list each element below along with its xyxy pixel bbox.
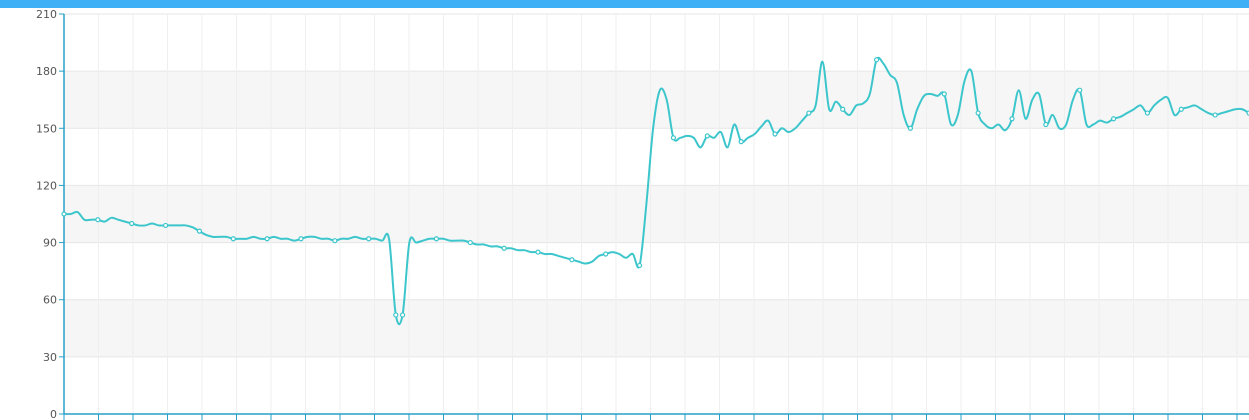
data-point <box>399 312 406 318</box>
series-line <box>63 56 1249 326</box>
data-point <box>196 228 203 234</box>
y-tick-label: 90 <box>43 237 57 250</box>
data-point <box>569 257 575 263</box>
data-point <box>772 131 778 137</box>
data-point <box>61 211 67 217</box>
data-point <box>1212 112 1218 118</box>
data-point <box>1144 110 1151 116</box>
band <box>64 185 1249 243</box>
data-point <box>1009 116 1015 122</box>
data-point <box>603 251 609 257</box>
data-point <box>264 236 270 242</box>
data-point <box>907 125 914 131</box>
data-point <box>636 262 643 269</box>
data-point <box>298 236 304 242</box>
y-tick-label: 150 <box>36 122 57 135</box>
data-point <box>1178 106 1184 112</box>
band <box>64 299 1249 357</box>
data-point <box>840 106 846 112</box>
data-point <box>95 217 101 223</box>
y-tick-label: 120 <box>36 179 57 192</box>
data-points <box>61 57 1249 318</box>
data-point <box>393 312 399 318</box>
data-point <box>332 238 338 244</box>
data-point <box>366 236 372 242</box>
data-point <box>670 135 677 141</box>
data-point <box>433 236 440 242</box>
data-point <box>1110 116 1117 122</box>
top-bar <box>0 0 1249 8</box>
background-bands <box>64 71 1249 357</box>
y-tick-label: 180 <box>36 65 57 78</box>
data-point <box>467 239 473 246</box>
data-point <box>1077 87 1083 93</box>
y-tick-label: 60 <box>43 294 57 307</box>
data-point <box>129 220 135 227</box>
data-point <box>738 139 744 145</box>
y-tick-label: 0 <box>50 408 57 420</box>
data-point <box>1043 121 1049 128</box>
data-point <box>162 222 169 229</box>
data-point <box>704 133 710 139</box>
data-point <box>501 245 507 251</box>
data-point <box>873 57 880 63</box>
y-tick-label: 210 <box>36 8 57 21</box>
data-point <box>806 110 812 116</box>
y-tick-label: 30 <box>43 351 57 364</box>
data-point <box>975 110 981 116</box>
data-point <box>230 236 236 242</box>
gridlines <box>63 13 1249 415</box>
y-axis-ticks: 0 30 60 90 120 150 180 210 <box>36 8 64 420</box>
data-point <box>941 91 947 97</box>
data-point <box>535 249 541 255</box>
